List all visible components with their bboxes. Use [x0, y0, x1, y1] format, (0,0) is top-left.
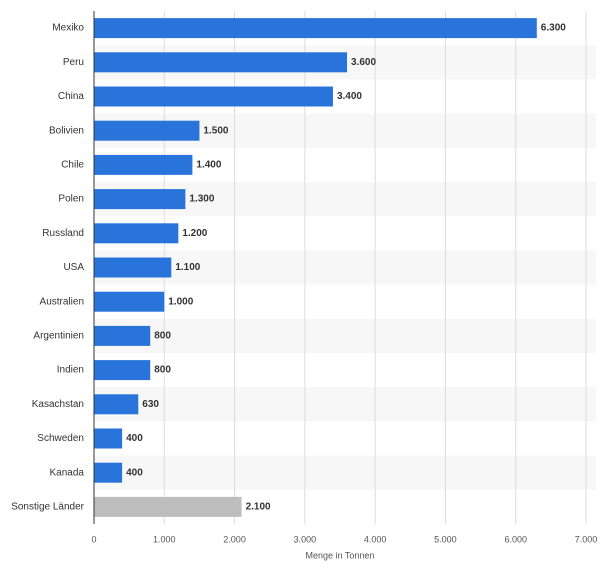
bar: [94, 223, 179, 244]
y-tick-label: Argentinien: [33, 331, 84, 342]
value-label: 6.300: [541, 23, 566, 34]
bar: [94, 18, 537, 39]
x-tick-label: 1.000: [153, 534, 176, 544]
value-label: 3.400: [337, 91, 362, 102]
value-label: 800: [154, 365, 171, 376]
row-stripe: [94, 318, 596, 353]
value-label: 1.300: [189, 194, 214, 205]
value-label: 1.500: [203, 125, 228, 136]
y-tick-label: Australien: [40, 296, 84, 307]
value-label: 400: [126, 467, 143, 478]
bar: [94, 325, 151, 346]
value-label: 630: [142, 399, 159, 410]
x-tick-label: 2.000: [223, 534, 246, 544]
bar: [94, 394, 139, 415]
value-label: 3.600: [351, 57, 376, 68]
bar: [94, 428, 123, 449]
y-tick-label: Russland: [42, 228, 84, 239]
x-tick-label: 3.000: [294, 534, 317, 544]
value-label: 2.100: [246, 502, 271, 513]
x-tick-label: 5.000: [434, 534, 457, 544]
x-tick-label: 7.000: [575, 534, 598, 544]
bar: [94, 496, 242, 517]
value-label: 1.200: [182, 228, 207, 239]
x-tick-label: 0: [91, 534, 96, 544]
bar: [94, 86, 333, 107]
value-label: 1.100: [175, 262, 200, 273]
x-axis-label: Menge in Tonnen: [306, 550, 375, 560]
y-tick-label: Bolivien: [49, 125, 84, 136]
y-tick-label: Indien: [57, 365, 84, 376]
x-tick-label: 4.000: [364, 534, 387, 544]
x-tick-label: 6.000: [504, 534, 527, 544]
bar: [94, 291, 165, 312]
bar: [94, 257, 172, 278]
row-stripe: [94, 387, 596, 422]
bar: [94, 360, 151, 381]
bar: [94, 462, 123, 483]
bar: [94, 154, 193, 175]
y-tick-label: China: [58, 91, 85, 102]
bar: [94, 120, 200, 141]
bar: [94, 189, 186, 210]
value-label: 1.000: [168, 296, 193, 307]
y-tick-label: Sonstige Länder: [11, 502, 85, 513]
row-stripe: [94, 455, 596, 490]
value-label: 1.400: [196, 160, 221, 171]
bar: [94, 52, 348, 73]
value-label: 800: [154, 331, 171, 342]
value-label: 400: [126, 433, 143, 444]
y-tick-label: Mexiko: [52, 23, 84, 34]
row-stripe: [94, 250, 596, 285]
y-tick-label: Kanada: [50, 467, 85, 478]
y-tick-label: Schweden: [37, 433, 84, 444]
y-tick-label: Chile: [61, 160, 84, 171]
y-tick-label: USA: [63, 262, 84, 273]
y-tick-label: Kasachstan: [32, 399, 84, 410]
y-tick-label: Polen: [58, 194, 84, 205]
y-tick-label: Peru: [63, 57, 84, 68]
